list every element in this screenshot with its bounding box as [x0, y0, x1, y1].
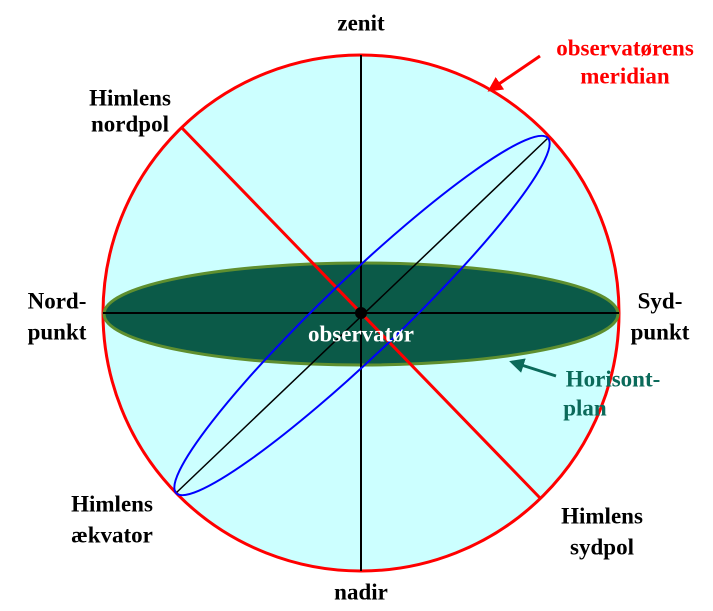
zenith-label: zenit	[337, 10, 385, 35]
observer-label: observatør	[308, 321, 414, 346]
north-point-label: Nord-	[28, 288, 87, 313]
meridian-arrow	[487, 54, 541, 92]
equator-label: ækvator	[71, 522, 153, 547]
south-point-label: punkt	[631, 319, 690, 344]
nadir-label: nadir	[334, 579, 388, 604]
horizon-label: Horisont-	[566, 366, 661, 391]
meridian-label: observatørens	[556, 35, 694, 60]
south-pole-label: sydpol	[570, 534, 634, 559]
horizon-arrow	[509, 358, 557, 378]
observer-point	[355, 307, 367, 319]
north-pole-label: Himlens	[89, 85, 171, 110]
south-point-label: Syd-	[638, 288, 683, 313]
celestial-equator	[173, 134, 551, 497]
north-pole-label: nordpol	[91, 111, 169, 136]
south-pole-label: Himlens	[561, 503, 643, 528]
meridian-label: meridian	[580, 63, 670, 88]
horizon-label: plan	[563, 395, 607, 420]
equator-label: Himlens	[71, 491, 153, 516]
north-point-label: punkt	[28, 319, 87, 344]
